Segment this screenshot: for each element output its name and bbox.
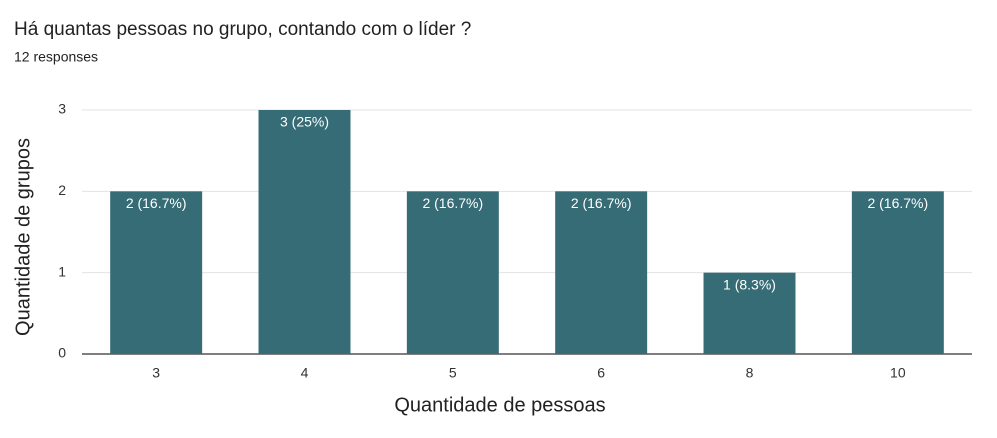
bar — [258, 110, 351, 354]
value-label: 2 (16.7%) — [571, 195, 632, 211]
x-axis-label: Quantidade de pessoas — [394, 394, 605, 416]
y-tick-label: 3 — [58, 101, 66, 117]
bar — [555, 191, 648, 354]
value-label: 3 (25%) — [280, 114, 329, 130]
x-tick-label: 8 — [746, 365, 754, 381]
bar — [703, 272, 796, 354]
y-tick-label: 0 — [58, 345, 66, 361]
y-tick-label: 1 — [58, 263, 66, 279]
x-tick-label: 6 — [597, 365, 605, 381]
value-label: 2 (16.7%) — [126, 195, 187, 211]
value-label: 2 (16.7%) — [867, 195, 928, 211]
bar — [110, 191, 203, 354]
value-label: 1 (8.3%) — [723, 276, 776, 292]
y-tick-label: 2 — [58, 182, 66, 198]
bar — [851, 191, 944, 354]
y-axis-label: Quantidade de grupos — [12, 138, 34, 336]
bar — [406, 191, 499, 354]
x-tick-label: 10 — [890, 365, 906, 381]
x-tick-label: 4 — [301, 365, 309, 381]
chart-subtitle: 12 responses — [14, 49, 98, 65]
x-tick-label: 5 — [449, 365, 457, 381]
chart-title: Há quantas pessoas no grupo, contando co… — [14, 19, 471, 40]
x-tick-label: 3 — [152, 365, 160, 381]
value-label: 2 (16.7%) — [422, 195, 483, 211]
